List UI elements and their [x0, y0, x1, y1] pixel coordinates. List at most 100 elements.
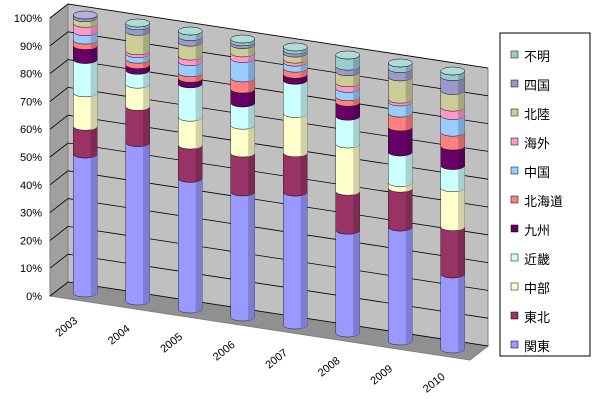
bar-segment-shade [90, 15, 98, 22]
bar-segment-shade [143, 84, 150, 110]
legend-item: 九州 [510, 224, 550, 239]
legend-label: 近畿 [524, 253, 550, 268]
legend-item: 不明 [510, 50, 550, 65]
bar-segment-shade [248, 58, 255, 82]
legend-swatch [510, 50, 519, 59]
bar-segment-shade [300, 192, 308, 329]
bar-top [73, 10, 98, 20]
legend-label: 海外 [524, 137, 550, 152]
bar-segment-shade [248, 77, 255, 93]
bar-segment-shade [248, 191, 255, 321]
legend-label: 中部 [524, 282, 550, 297]
bar-segment-shade [458, 146, 465, 170]
y-tick-label: 20% [20, 235, 42, 247]
legend-swatch [510, 79, 519, 88]
bar-segment-shade [143, 23, 150, 30]
bar-segment-shade [195, 78, 203, 88]
bar-segment-shade [353, 55, 360, 70]
bar-segment-shade [405, 101, 413, 117]
gridline [49, 3, 489, 69]
bar-top [440, 66, 465, 76]
bar-segment-shade [195, 83, 203, 121]
x-tick-label: 2006 [211, 339, 238, 364]
bar-stack [230, 34, 255, 322]
legend-swatch [510, 224, 519, 233]
legend-item: 中国 [510, 166, 550, 181]
bar-segment-shade [90, 59, 98, 97]
bar-segment-shade [458, 107, 465, 120]
legend-swatch [510, 282, 519, 291]
bar-segment-shade [458, 132, 465, 150]
bar-segment-shade [458, 187, 465, 231]
legend-swatch [510, 195, 519, 204]
bar-segment-shade [248, 89, 255, 107]
bar-stack [178, 26, 203, 314]
bar-segment-shade [353, 116, 360, 148]
legend-swatch [510, 253, 519, 262]
bar-segment-shade [405, 227, 413, 345]
bar-segment-shade [90, 40, 98, 50]
bar-segment-shade [248, 41, 255, 49]
bar-segment-shade [405, 182, 413, 192]
bar-segment-shade [195, 144, 203, 182]
y-tick-label: 40% [20, 180, 42, 192]
bar-segment-shade [300, 62, 308, 72]
bar-segment-shade [143, 31, 150, 55]
bar-segment-shade [143, 59, 150, 69]
legend-label: 中国 [524, 166, 550, 181]
bar-segment-shade [458, 165, 465, 192]
bar-segment-shade [248, 44, 255, 57]
legend-item: 北海道 [510, 195, 563, 210]
bar-top [125, 18, 150, 28]
bar-segment-shade [458, 273, 465, 353]
bar-segment-shade [405, 113, 413, 131]
y-tick-label: 100% [14, 13, 42, 25]
legend-label: 東北 [524, 310, 550, 326]
bar-segment-shade [248, 125, 255, 157]
bar-segment-shade [300, 47, 308, 54]
bar-segment-shade [248, 102, 255, 129]
bar-segment-shade [353, 66, 360, 76]
legend-item: 中部 [510, 282, 550, 297]
bar-segment-shade [300, 74, 308, 84]
bar-segment-shade [143, 64, 150, 74]
bar-segment-shade [143, 50, 150, 58]
bar-segment-shade [143, 70, 150, 88]
x-tick-label: 2007 [263, 347, 290, 372]
plot-walls [48, 2, 490, 361]
bar-segment-shade [143, 53, 150, 63]
bar-segment-shade [195, 36, 203, 46]
bar-segment-shade [458, 76, 465, 95]
bar-segment-shade [300, 50, 308, 57]
bar-segment-shade [353, 230, 360, 337]
bar-segment-shade [143, 142, 150, 305]
legend-swatch [510, 311, 519, 320]
legend-swatch [510, 166, 519, 175]
legend-item: 近畿 [510, 253, 550, 268]
legend-swatch [510, 340, 519, 349]
legend-swatch [510, 137, 519, 146]
bar-segment-shade [458, 226, 465, 278]
x-tick-label: 2004 [106, 323, 133, 348]
x-tick-label: 2005 [158, 331, 185, 356]
bar-segment-shade [405, 151, 413, 187]
legend-item: 東北 [510, 310, 550, 326]
x-tick-label: 2009 [368, 363, 395, 388]
bar-segment-shade [143, 106, 150, 147]
bar-segment-shade [353, 191, 360, 234]
bar-segment-shade [353, 102, 360, 120]
bar-segment-shade [248, 152, 255, 196]
bar-top [230, 34, 255, 44]
bar-segment-shade [90, 154, 98, 297]
legend-label: 四国 [524, 79, 550, 94]
bar-segment-shade [90, 17, 98, 27]
bar-segment-shade [405, 99, 413, 106]
legend-label: 関東 [524, 339, 550, 355]
bar-segment-shade [353, 71, 360, 87]
bar-segment-shade [195, 72, 203, 82]
bar-segment-shade [195, 56, 203, 66]
bar-segment-shade [300, 113, 308, 157]
bars [73, 10, 465, 354]
legend-item: 海外 [510, 137, 550, 152]
